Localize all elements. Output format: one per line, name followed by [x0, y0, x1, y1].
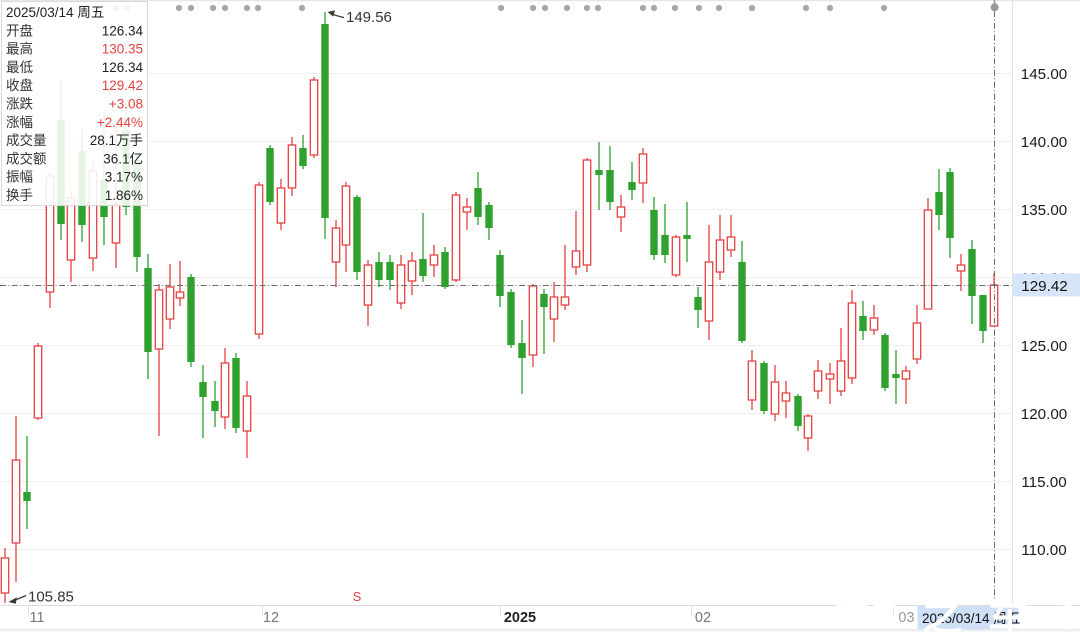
svg-text:1.86%: 1.86% — [105, 188, 143, 203]
svg-text:+2.44%: +2.44% — [97, 115, 143, 130]
svg-text:车: 车 — [988, 597, 1028, 632]
svg-text:110.00: 110.00 — [1021, 542, 1066, 559]
svg-text:振幅: 振幅 — [6, 170, 33, 185]
svg-text:12: 12 — [263, 610, 279, 626]
svg-text:140.00: 140.00 — [1021, 134, 1067, 151]
svg-text:11: 11 — [29, 610, 44, 626]
svg-text:36.1亿: 36.1亿 — [103, 151, 143, 166]
svg-text:02: 02 — [695, 610, 711, 626]
svg-text:收盘: 收盘 — [6, 77, 33, 93]
svg-text:最高: 最高 — [6, 41, 33, 57]
svg-text:2025: 2025 — [504, 610, 536, 626]
svg-text:涨跌: 涨跌 — [6, 97, 33, 112]
svg-text:3.17%: 3.17% — [105, 170, 143, 185]
svg-text:开盘: 开盘 — [6, 22, 33, 38]
svg-text:之: 之 — [922, 595, 962, 632]
svg-text:2025/03/14 周五: 2025/03/14 周五 — [6, 5, 104, 20]
svg-text:145.00: 145.00 — [1021, 66, 1067, 83]
svg-text:2025/03/14 周五: 2025/03/14 周五 — [922, 611, 1020, 626]
svg-text:125.00: 125.00 — [1021, 338, 1067, 355]
svg-text:28.1万手: 28.1万手 — [90, 133, 143, 148]
svg-text:135.00: 135.00 — [1021, 202, 1067, 219]
svg-text:126.34: 126.34 — [102, 60, 144, 75]
svg-text:120.00: 120.00 — [1021, 406, 1067, 423]
svg-text:S: S — [353, 589, 362, 604]
svg-text:126.34: 126.34 — [102, 23, 144, 38]
svg-text:105.85: 105.85 — [28, 589, 74, 606]
svg-text:115.00: 115.00 — [1021, 474, 1066, 491]
svg-text:129.42: 129.42 — [1021, 278, 1067, 295]
svg-text:129.42: 129.42 — [102, 78, 143, 93]
svg-text:换手: 换手 — [6, 188, 33, 203]
svg-text:成交额: 成交额 — [6, 150, 47, 166]
svg-text:130.35: 130.35 — [102, 42, 143, 57]
svg-text:家: 家 — [1050, 590, 1080, 632]
svg-text:149.56: 149.56 — [346, 9, 392, 26]
svg-text:03: 03 — [898, 610, 914, 626]
svg-text:涨幅: 涨幅 — [6, 115, 33, 130]
svg-text:汽: 汽 — [834, 588, 868, 626]
svg-text:+3.08: +3.08 — [109, 97, 143, 112]
svg-text:最低: 最低 — [6, 60, 33, 75]
svg-text:成交量: 成交量 — [6, 132, 47, 148]
